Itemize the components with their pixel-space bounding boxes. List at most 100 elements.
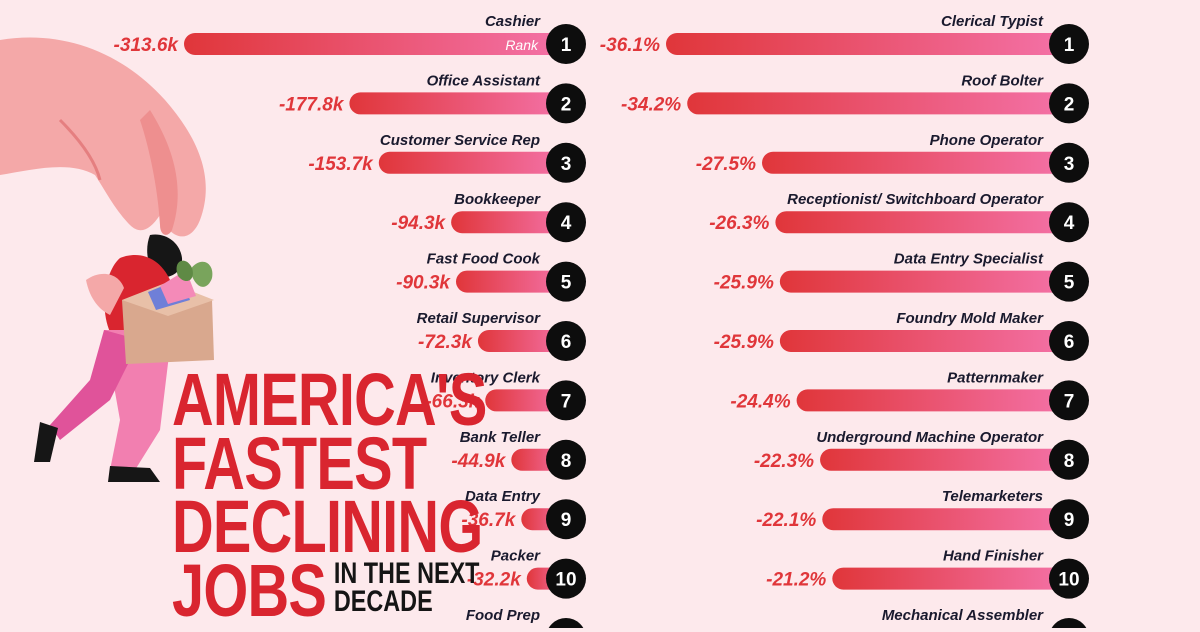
left-rank-circle-5 <box>546 261 586 302</box>
left-rank-number-7: 7 <box>561 391 572 412</box>
right-bar-9 <box>822 508 1069 531</box>
left-rank-circle-8 <box>546 439 586 480</box>
right-category-label-9: Telemarketers <box>942 488 1043 505</box>
right-bar-2 <box>687 92 1069 115</box>
left-rank-circle-3 <box>546 142 586 183</box>
left-bar-1 <box>184 33 566 55</box>
left-bar-7 <box>485 389 566 412</box>
left-rank-number-9: 9 <box>561 510 572 531</box>
right-rank-circle-9 <box>1049 499 1089 540</box>
chart-percent-decline: Clerical Typist -36.1% 1 Roof Bolter -34.2% 2… <box>600 13 1089 628</box>
left-bar-3 <box>378 151 566 174</box>
left-row-1: Cashier -313.6k 1 <box>114 13 586 64</box>
left-row-9: Data Entry -36.7k 9 <box>461 488 586 540</box>
left-rank-number-6: 6 <box>561 332 572 353</box>
left-category-label-6: Retail Supervisor <box>417 310 542 327</box>
right-rank-circle-5 <box>1049 261 1089 302</box>
right-bar-8 <box>820 448 1069 471</box>
title-line-2: FASTEST <box>172 421 427 505</box>
right-bar-7 <box>796 389 1069 412</box>
right-value-label-4: -26.3% <box>709 213 769 234</box>
right-row-1: Clerical Typist -36.1% 1 <box>600 13 1089 64</box>
right-rank-number-1: 1 <box>1064 35 1075 56</box>
right-rank-circle-8 <box>1049 439 1089 480</box>
left-row-7: Inventory Clerk -66.3k 7 <box>425 369 586 421</box>
left-rank-circle-1 <box>546 24 586 64</box>
left-row-11: Food Prep11 <box>466 607 584 628</box>
left-rank-number-10: 10 <box>555 570 576 591</box>
left-category-label-4: Bookkeeper <box>454 191 541 208</box>
right-rank-number-8: 8 <box>1064 451 1075 472</box>
right-row-9: Telemarketers -22.1% 9 <box>756 488 1089 540</box>
right-bar-10 <box>832 567 1069 590</box>
right-rank-circle-2 <box>1049 83 1089 124</box>
left-value-label-9: -36.7k <box>461 510 516 531</box>
left-value-label-6: -72.3k <box>418 332 473 353</box>
left-rank-circle-10 <box>546 558 586 599</box>
title-subtitle-2: DECADE <box>333 585 433 618</box>
right-category-label-6: Foundry Mold Maker <box>896 310 1044 327</box>
right-value-label-7: -24.4% <box>730 391 790 412</box>
right-category-label-1: Clerical Typist <box>941 13 1044 30</box>
left-rank-circle-6 <box>546 321 586 361</box>
left-row-4: Bookkeeper -94.3k 4 <box>391 191 586 243</box>
title-line-4-row: JOBS IN THE NEXT DECADE <box>172 548 487 632</box>
right-value-label-3: -27.5% <box>696 154 756 175</box>
left-bar-4 <box>451 211 566 234</box>
right-value-label-9: -22.1% <box>756 510 816 531</box>
left-value-label-2: -177.8k <box>279 94 345 115</box>
right-row-5: Data Entry Specialist -25.9% 5 <box>714 251 1089 302</box>
right-category-label-3: Phone Operator <box>930 132 1045 149</box>
title-line-1: AMERICA'S <box>172 358 487 441</box>
left-row-3: Customer Service Rep -153.7k 3 <box>308 132 586 183</box>
right-rank-circle-4 <box>1049 202 1089 243</box>
right-rank-circle-10 <box>1049 558 1089 599</box>
left-category-label-1: Cashier <box>485 13 541 30</box>
right-value-label-5: -25.9% <box>714 273 774 294</box>
left-rank-circle-7 <box>546 380 586 421</box>
title-line-3: DECLINING <box>172 485 483 569</box>
left-bar-5 <box>456 270 566 293</box>
right-rank-number-4: 4 <box>1064 213 1075 234</box>
title-subtitle: IN THE NEXT DECADE <box>333 558 480 618</box>
hand-illustration <box>0 37 206 237</box>
right-rank-circle-6 <box>1049 321 1089 361</box>
left-rank-circle-9 <box>546 499 586 540</box>
left-value-label-1: -313.6k <box>114 35 180 56</box>
chart-jobs-lost: Cashier -313.6k 1 Office Assistant -177.8k 2 C… <box>114 13 586 628</box>
right-row-7: Patternmaker -24.4% 7 <box>730 369 1089 421</box>
right-bar-1 <box>666 33 1069 55</box>
left-rank-circle-4 <box>546 202 586 243</box>
right-rank-number-6: 6 <box>1064 332 1075 353</box>
left-category-label-11: Food Prep <box>466 607 540 624</box>
left-rank-circle-11 <box>548 618 584 628</box>
right-value-label-2: -34.2% <box>621 94 681 115</box>
left-row-8: Bank Teller -44.9k 8 <box>451 429 586 480</box>
right-rank-circle-11 <box>1051 618 1087 628</box>
left-row-5: Fast Food Cook -90.3k 5 <box>396 251 586 302</box>
left-category-label-5: Fast Food Cook <box>427 251 541 268</box>
left-rank-number-3: 3 <box>561 154 572 175</box>
right-value-label-6: -25.9% <box>714 332 774 353</box>
right-category-label-5: Data Entry Specialist <box>894 251 1044 268</box>
right-row-8: Underground Machine Operator-22.3% 8 <box>754 429 1089 480</box>
left-value-label-10: -32.2k <box>467 570 522 591</box>
right-row-6: Foundry Mold Maker -25.9% 6 <box>714 310 1089 361</box>
right-category-label-8: Underground Machine Operator <box>816 429 1044 446</box>
right-row-3: Phone Operator -27.5% 3 <box>696 132 1089 183</box>
left-rank-number-1: 1 <box>561 35 572 56</box>
left-value-label-5: -90.3k <box>396 273 451 294</box>
right-category-label-7: Patternmaker <box>947 369 1044 386</box>
left-category-label-9: Data Entry <box>465 488 541 505</box>
right-bar-4 <box>775 211 1069 234</box>
left-value-label-7: -66.3k <box>425 391 480 412</box>
right-row-4: Receptionist/ Switchboard Operator -26.3%… <box>709 191 1089 243</box>
right-category-label-4: Receptionist/ Switchboard Operator <box>787 191 1044 208</box>
left-rank-number-4: 4 <box>561 213 572 234</box>
title-line-4: JOBS <box>172 548 327 632</box>
left-value-label-4: -94.3k <box>391 213 446 234</box>
left-category-label-2: Office Assistant <box>427 72 541 89</box>
left-rank-number-2: 2 <box>561 94 572 115</box>
left-value-label-3: -153.7k <box>308 154 374 175</box>
